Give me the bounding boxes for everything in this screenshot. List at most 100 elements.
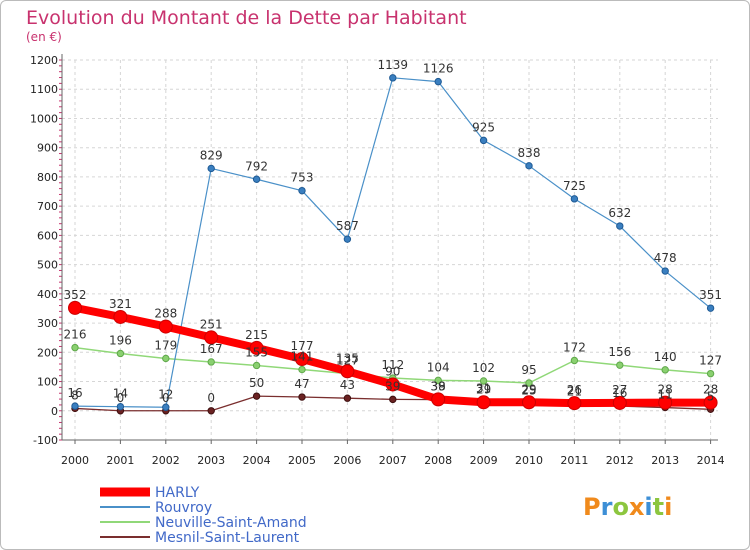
data-label-harly: 26 bbox=[567, 383, 582, 397]
data-label-rouvroy: 838 bbox=[518, 146, 541, 160]
y-tick-label: 0 bbox=[51, 405, 58, 418]
data-point-mesnil-saint-laurent bbox=[343, 394, 352, 402]
data-label-neuville-saint-amand: 127 bbox=[336, 354, 359, 368]
data-point-harly bbox=[703, 395, 718, 410]
data-point-harly bbox=[431, 392, 446, 407]
data-point-rouvroy bbox=[434, 77, 442, 86]
data-point-neuville-saint-amand bbox=[525, 379, 533, 387]
data-label-harly: 39 bbox=[431, 379, 446, 393]
x-tick-label: 2010 bbox=[515, 454, 543, 467]
proxiti-logo: Proxiti bbox=[583, 493, 672, 521]
x-tick-label: 2005 bbox=[288, 454, 316, 467]
legend-label-rouvroy: Rouvroy bbox=[155, 500, 212, 516]
data-label-neuville-saint-amand: 102 bbox=[472, 361, 495, 375]
data-point-mesnil-saint-laurent bbox=[298, 393, 306, 401]
data-point-rouvroy bbox=[389, 74, 397, 82]
data-point-neuville-saint-amand bbox=[207, 358, 215, 366]
data-label-harly: 27 bbox=[612, 383, 627, 397]
data-label-rouvroy: 478 bbox=[654, 251, 677, 265]
data-point-mesnil-saint-laurent bbox=[389, 395, 397, 404]
y-tick-label: 500 bbox=[37, 259, 58, 272]
data-point-harly bbox=[612, 395, 627, 410]
y-tick-label: 900 bbox=[37, 142, 58, 155]
data-label-harly: 29 bbox=[521, 382, 536, 396]
data-label-mesnil-saint-laurent: 31 bbox=[476, 382, 491, 396]
x-tick-label: 2007 bbox=[379, 454, 407, 467]
data-label-rouvroy: 632 bbox=[608, 206, 631, 220]
data-point-neuville-saint-amand bbox=[570, 356, 579, 365]
x-tick-label: 2011 bbox=[560, 454, 588, 467]
data-point-rouvroy bbox=[343, 235, 352, 243]
data-point-neuville-saint-amand bbox=[162, 354, 170, 363]
y-tick-label: 200 bbox=[37, 346, 58, 359]
data-label-rouvroy: 12 bbox=[158, 387, 173, 401]
logo-text: Proxiti bbox=[583, 493, 672, 521]
data-label-mesnil-saint-laurent: 5 bbox=[707, 389, 715, 403]
data-point-harly bbox=[68, 300, 82, 315]
data-point-rouvroy bbox=[706, 304, 715, 312]
x-tick-label: 2002 bbox=[152, 454, 180, 467]
data-label-rouvroy: 725 bbox=[563, 179, 586, 193]
data-label-neuville-saint-amand: 172 bbox=[563, 340, 586, 354]
x-tick-label: 2013 bbox=[651, 454, 679, 467]
data-point-mesnil-saint-laurent bbox=[252, 392, 261, 400]
data-label-mesnil-saint-laurent: 0 bbox=[117, 391, 125, 405]
data-point-rouvroy bbox=[71, 402, 79, 410]
data-label-neuville-saint-amand: 95 bbox=[521, 363, 536, 377]
legend-label-mesnil-saint-laurent: Mesnil-Saint-Laurent bbox=[155, 530, 300, 546]
data-label-mesnil-saint-laurent: 25 bbox=[521, 383, 536, 397]
data-label-harly: 251 bbox=[200, 317, 223, 331]
y-tick-label: 100 bbox=[37, 376, 58, 389]
data-label-harly: 215 bbox=[245, 328, 268, 342]
data-label-mesnil-saint-laurent: 11 bbox=[658, 388, 673, 402]
data-label-rouvroy: 351 bbox=[699, 288, 722, 302]
data-point-harly bbox=[385, 377, 400, 392]
data-label-neuville-saint-amand: 140 bbox=[654, 350, 677, 364]
axes: -100010020030040050060070080090010001100… bbox=[30, 54, 725, 467]
data-label-mesnil-saint-laurent: 0 bbox=[162, 391, 170, 405]
y-tick-label: -100 bbox=[33, 434, 58, 447]
y-tick-label: 800 bbox=[37, 171, 58, 184]
data-label-neuville-saint-amand: 167 bbox=[200, 342, 223, 356]
data-point-harly bbox=[476, 395, 491, 410]
data-point-neuville-saint-amand bbox=[71, 343, 79, 352]
x-tick-label: 2006 bbox=[333, 454, 361, 467]
data-point-harly bbox=[340, 364, 355, 379]
data-point-harly bbox=[295, 352, 309, 367]
y-tick-label: 1000 bbox=[30, 112, 58, 125]
data-label-harly: 321 bbox=[109, 297, 132, 311]
data-point-rouvroy bbox=[162, 403, 170, 411]
data-point-neuville-saint-amand bbox=[298, 365, 306, 374]
data-point-harly bbox=[567, 396, 582, 411]
data-label-neuville-saint-amand: 155 bbox=[245, 345, 268, 359]
x-tick-label: 2000 bbox=[61, 454, 89, 467]
data-label-mesnil-saint-laurent: 43 bbox=[340, 378, 355, 392]
data-label-mesnil-saint-laurent: 21 bbox=[567, 385, 582, 399]
data-point-rouvroy bbox=[298, 186, 306, 195]
data-label-mesnil-saint-laurent: 16 bbox=[612, 386, 627, 400]
data-label-rouvroy: 753 bbox=[291, 171, 314, 185]
data-label-mesnil-saint-laurent: 0 bbox=[207, 391, 215, 405]
x-tick-label: 2003 bbox=[197, 454, 225, 467]
series-lines bbox=[68, 74, 718, 415]
data-label-rouvroy: 14 bbox=[113, 387, 128, 401]
data-label-rouvroy: 925 bbox=[472, 120, 495, 134]
data-point-neuville-saint-amand bbox=[706, 369, 715, 378]
data-label-neuville-saint-amand: 127 bbox=[699, 354, 722, 368]
data-label-neuville-saint-amand: 104 bbox=[427, 360, 450, 374]
y-tick-label: 1200 bbox=[30, 54, 58, 67]
data-label-neuville-saint-amand: 179 bbox=[154, 338, 177, 352]
data-point-harly bbox=[158, 319, 173, 334]
data-label-harly: 177 bbox=[291, 339, 314, 353]
data-point-neuville-saint-amand bbox=[252, 361, 261, 370]
data-point-rouvroy bbox=[116, 402, 125, 411]
data-label-rouvroy: 16 bbox=[67, 386, 82, 400]
data-point-rouvroy bbox=[252, 175, 261, 183]
chart-title: Evolution du Montant de la Dette par Hab… bbox=[26, 7, 467, 29]
data-label-mesnil-saint-laurent: 38 bbox=[431, 380, 446, 394]
data-label-neuville-saint-amand: 216 bbox=[64, 328, 87, 342]
y-tick-label: 400 bbox=[37, 288, 58, 301]
x-tick-label: 2014 bbox=[697, 454, 725, 467]
data-point-neuville-saint-amand bbox=[616, 361, 624, 369]
